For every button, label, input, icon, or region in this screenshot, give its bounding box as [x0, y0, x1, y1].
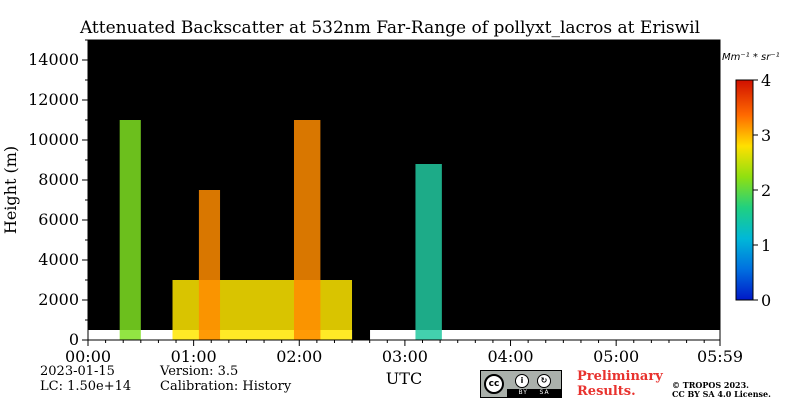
- x-axis-label: UTC: [386, 369, 422, 388]
- x-tick-label: 03:00: [382, 347, 428, 366]
- y-axis-label: Height (m): [1, 146, 20, 234]
- x-tick-label: 00:00: [65, 347, 111, 366]
- copyright-line-2: CC BY SA 4.0 License.: [672, 389, 771, 399]
- colorbar-tick-label: 4: [761, 71, 771, 90]
- y-tick-label: 12000: [28, 90, 79, 109]
- data-gap: [352, 40, 371, 340]
- y-tick-label: 4000: [38, 250, 79, 269]
- cc-sa-text: SA: [539, 389, 550, 396]
- x-tick-label: 01:00: [171, 347, 217, 366]
- x-axis: 00:00 01:00 02:00 03:00 04:00 05:00 05:59: [65, 340, 743, 366]
- date-text: 2023-01-15: [40, 364, 115, 379]
- attribution-icon: i: [515, 374, 529, 388]
- x-tick-label: 05:00: [593, 347, 639, 366]
- copyright-line-1: © TROPOS 2023.: [672, 380, 749, 390]
- x-tick-label: 04:00: [487, 347, 533, 366]
- plot-frame: [87, 39, 721, 341]
- version-text: Version: 3.5: [160, 364, 239, 379]
- layer-surface-layer: [88, 330, 720, 340]
- colorbar-tick-label: 2: [761, 181, 771, 200]
- layer-cirrus-plume-c: [293, 120, 321, 340]
- lidar-constant-text: LC: 1.50e+14: [40, 379, 132, 394]
- layer-cirrus-plume-d: [415, 164, 442, 340]
- x-tick-label: 05:59: [697, 347, 743, 366]
- x-tick-label: 02:00: [276, 347, 322, 366]
- heatmap-layers: [87, 39, 721, 341]
- colorbar-unit-label: Mm⁻¹ * sr⁻¹: [722, 52, 780, 63]
- y-axis: 0 2000 4000 6000 8000 10000 12000 14000: [28, 39, 88, 349]
- y-tick-label: 10000: [28, 130, 79, 149]
- y-tick-label: 6000: [38, 210, 79, 229]
- y-tick-label: 0: [69, 330, 79, 349]
- colorbar-tick-label: 1: [761, 236, 771, 255]
- colorbar-tick-label: 0: [761, 291, 771, 310]
- share-alike-icon: ↻: [537, 374, 551, 388]
- creative-commons-icon: cc: [484, 374, 504, 394]
- y-tick-label: 2000: [38, 290, 79, 309]
- cc-license-badge: cc i ↻ BY SA: [480, 370, 562, 398]
- preliminary-line-1: Preliminary: [577, 369, 663, 384]
- preliminary-line-2: Results.: [577, 384, 636, 399]
- colorbar-ticks: 0 1 2 3 4: [753, 71, 771, 310]
- cc-by-text: BY: [518, 389, 528, 396]
- layer-cirrus-plume-b: [198, 190, 221, 340]
- chart-title: Attenuated Backscatter at 532nm Far-Rang…: [79, 18, 700, 38]
- colorbar-tick-label: 3: [761, 126, 771, 145]
- cc-license-strip: BY SA: [507, 389, 561, 397]
- colorbar: [735, 79, 754, 301]
- preliminary-results-note: Preliminary Results.: [577, 369, 663, 399]
- y-tick-label: 14000: [28, 50, 79, 69]
- y-tick-label: 8000: [38, 170, 79, 189]
- layer-cirrus-plume-a: [119, 120, 141, 340]
- calibration-text: Calibration: History: [160, 379, 292, 394]
- copyright-note: © TROPOS 2023. CC BY SA 4.0 License.: [672, 381, 771, 399]
